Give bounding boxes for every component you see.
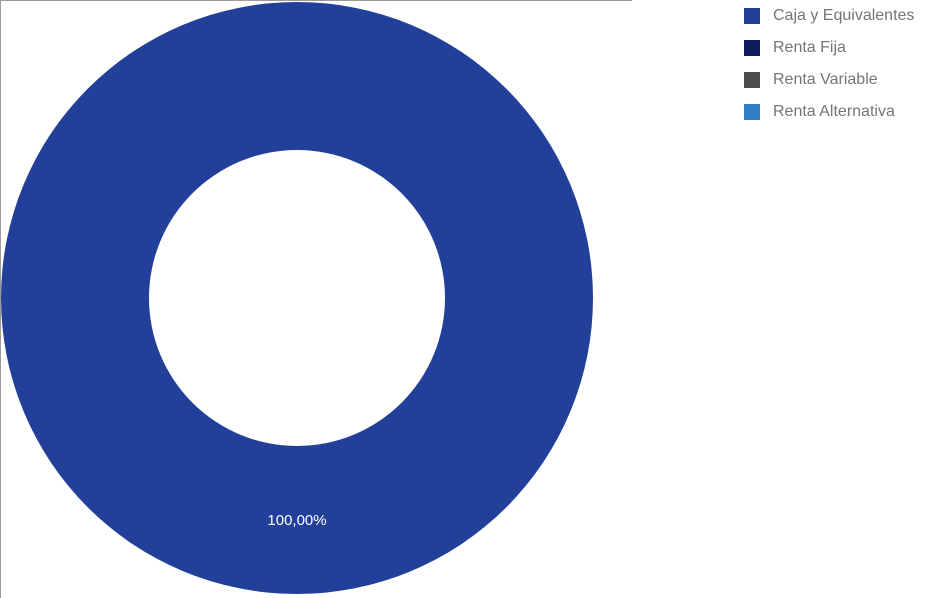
legend-item-caja-y-equivalentes[interactable]: Caja y Equivalentes [744, 0, 939, 32]
chart-frame-left-border [0, 0, 1, 598]
legend-item-renta-fija[interactable]: Renta Fija [744, 32, 939, 64]
legend-label-renta-fija: Renta Fija [773, 39, 846, 56]
donut-chart: 100,00% [1, 2, 593, 594]
legend-label-renta-variable: Renta Variable [773, 71, 878, 88]
legend-swatch-renta-variable [744, 72, 760, 88]
legend-swatch-renta-fija [744, 40, 760, 56]
legend-swatch-renta-alternativa [744, 104, 760, 120]
data-label-caja-y-equivalentes: 100,00% [267, 512, 326, 529]
donut-slice-caja-y-equivalentes[interactable] [1, 2, 593, 594]
legend-label-renta-alternativa: Renta Alternativa [773, 103, 895, 120]
legend-item-renta-variable[interactable]: Renta Variable [744, 64, 939, 96]
legend-label-caja-y-equivalentes: Caja y Equivalentes [773, 7, 915, 24]
legend-item-renta-alternativa[interactable]: Renta Alternativa [744, 96, 939, 128]
chart-legend: Caja y Equivalentes Renta Fija Renta Var… [744, 0, 939, 128]
legend-swatch-caja-y-equivalentes [744, 8, 760, 24]
chart-frame-top-border [0, 0, 632, 1]
